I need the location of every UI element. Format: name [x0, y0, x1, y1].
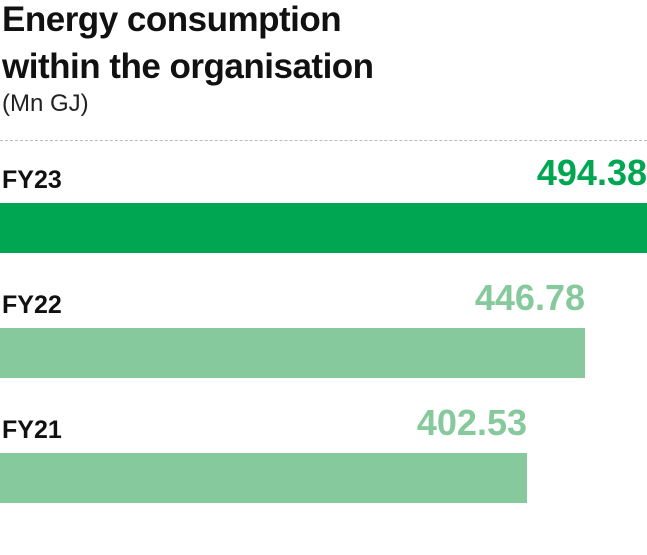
data-label: 494.38 — [536, 152, 647, 193]
chart-title: Energy consumption within the organisati… — [2, 0, 374, 86]
bar-fy23 — [0, 203, 647, 253]
divider — [0, 140, 647, 141]
data-label: 446.78 — [474, 277, 585, 318]
bar-fy22 — [0, 328, 585, 378]
category-label: FY22 — [2, 291, 62, 319]
category-label: FY21 — [2, 416, 62, 444]
chart-subtitle: (Mn GJ) — [2, 90, 89, 117]
category-label: FY23 — [2, 166, 62, 194]
data-label: 402.53 — [416, 402, 527, 443]
bar-fy21 — [0, 453, 527, 503]
